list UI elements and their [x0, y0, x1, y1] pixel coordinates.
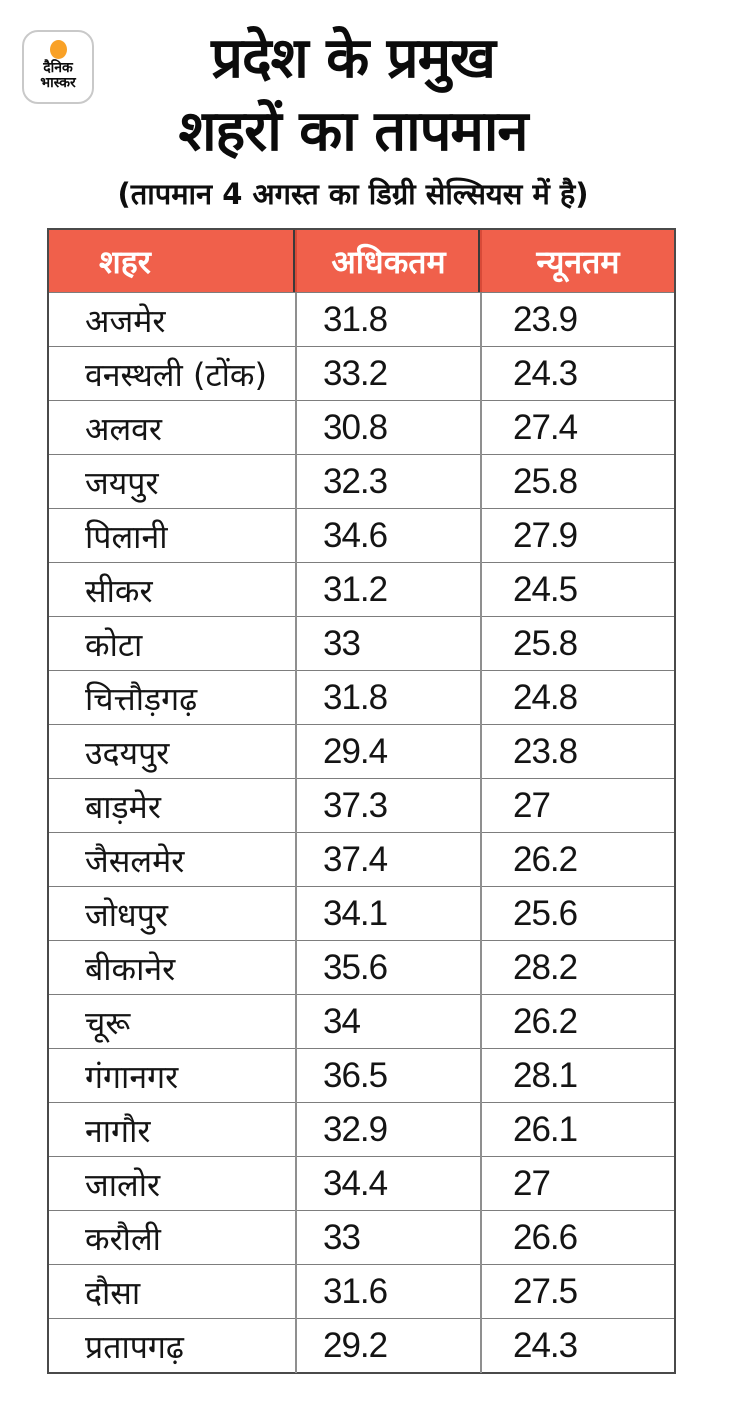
- table-row: गंगानगर 36.5 28.1: [49, 1048, 674, 1103]
- max-temp-cell: 31.8: [295, 671, 480, 725]
- city-name-cell: जालोर: [85, 1165, 161, 1204]
- max-temp-cell: 29.4: [295, 725, 480, 779]
- logo-text-line2: भास्कर: [40, 75, 76, 91]
- max-temp-cell: 30.8: [295, 401, 480, 455]
- table-row: बीकानेर 35.6 28.2: [49, 940, 674, 995]
- table-row: प्रतापगढ़ 29.2 24.3: [49, 1318, 674, 1373]
- max-temp-cell: 33.2: [295, 347, 480, 401]
- min-temp-cell: 28.2: [480, 941, 674, 995]
- sun-icon: [49, 40, 67, 59]
- table-row: जयपुर 32.3 25.8: [49, 454, 674, 509]
- table-row: नागौर 32.9 26.1: [49, 1102, 674, 1157]
- max-temp-cell: 29.2: [295, 1319, 480, 1373]
- city-name-cell: बीकानेर: [85, 949, 176, 988]
- min-temp-cell: 26.2: [480, 833, 674, 887]
- table-row: करौली 33 26.6: [49, 1210, 674, 1265]
- city-name-cell: जयपुर: [85, 463, 159, 502]
- table-row: अजमेर 31.8 23.9: [49, 292, 674, 347]
- max-temp-cell: 36.5: [295, 1049, 480, 1103]
- min-temp-cell: 28.1: [480, 1049, 674, 1103]
- max-temp-cell: 31.6: [295, 1265, 480, 1319]
- table-row: जालोर 34.4 27: [49, 1156, 674, 1211]
- city-name-cell: पिलानी: [85, 517, 168, 556]
- city-name-cell: जोधपुर: [85, 895, 168, 934]
- city-name-cell: नागौर: [85, 1111, 151, 1150]
- city-name-cell: प्रतापगढ़: [85, 1327, 184, 1366]
- min-temp-cell: 27: [480, 1157, 674, 1211]
- city-name-cell: चूरू: [85, 1003, 131, 1042]
- table-row: अलवर 30.8 27.4: [49, 400, 674, 455]
- min-temp-cell: 24.3: [480, 1319, 674, 1373]
- table-row: जैसलमेर 37.4 26.2: [49, 832, 674, 887]
- table-row: कोटा 33 25.8: [49, 616, 674, 671]
- column-header-min-temp: न्यूनतम: [480, 230, 674, 292]
- dainik-bhaskar-logo: दैनिक भास्कर: [22, 30, 94, 104]
- max-temp-cell: 34: [295, 995, 480, 1049]
- min-temp-cell: 26.2: [480, 995, 674, 1049]
- max-temp-cell: 34.6: [295, 509, 480, 563]
- max-temp-cell: 35.6: [295, 941, 480, 995]
- min-temp-cell: 26.1: [480, 1103, 674, 1157]
- min-temp-cell: 26.6: [480, 1211, 674, 1265]
- min-temp-cell: 25.8: [480, 617, 674, 671]
- max-temp-cell: 32.9: [295, 1103, 480, 1157]
- city-name-cell: बाड़मेर: [85, 787, 161, 826]
- table-row: चूरू 34 26.2: [49, 994, 674, 1049]
- min-temp-cell: 27: [480, 779, 674, 833]
- min-temp-cell: 24.3: [480, 347, 674, 401]
- min-temp-cell: 27.9: [480, 509, 674, 563]
- table-body: अजमेर 31.8 23.9 वनस्थली (टोंक) 33.2 24.3…: [49, 292, 674, 1373]
- temperature-table: शहर अधिकतम न्यूनतम अजमेर 31.8 23.9 वनस्थ…: [47, 228, 676, 1374]
- table-row: चित्तौड़गढ़ 31.8 24.8: [49, 670, 674, 725]
- city-name-cell: दौसा: [85, 1273, 141, 1312]
- city-name-cell: सीकर: [85, 571, 153, 610]
- city-name-cell: कोटा: [85, 625, 143, 664]
- page-title-line1: प्रदेश के प्रमुख: [211, 26, 496, 91]
- min-temp-cell: 27.4: [480, 401, 674, 455]
- max-temp-cell: 34.4: [295, 1157, 480, 1211]
- min-temp-cell: 27.5: [480, 1265, 674, 1319]
- min-temp-cell: 23.9: [480, 293, 674, 347]
- city-name-cell: उदयपुर: [85, 733, 170, 772]
- city-name-cell: चित्तौड़गढ़: [85, 679, 198, 718]
- page-title-line2: शहरों का तापमान: [178, 99, 528, 164]
- max-temp-cell: 33: [295, 617, 480, 671]
- table-row: वनस्थली (टोंक) 33.2 24.3: [49, 346, 674, 401]
- city-name-cell: जैसलमेर: [85, 841, 185, 880]
- table-row: उदयपुर 29.4 23.8: [49, 724, 674, 779]
- max-temp-cell: 37.3: [295, 779, 480, 833]
- logo-text-line1: दैनिक: [43, 60, 73, 76]
- max-temp-cell: 31.8: [295, 293, 480, 347]
- column-header-max-temp: अधिकतम: [295, 230, 480, 292]
- table-row: पिलानी 34.6 27.9: [49, 508, 674, 563]
- table-header-row: शहर अधिकतम न्यूनतम: [49, 230, 674, 292]
- max-temp-cell: 34.1: [295, 887, 480, 941]
- max-temp-cell: 31.2: [295, 563, 480, 617]
- city-name-cell: गंगानगर: [85, 1057, 179, 1096]
- table-row: सीकर 31.2 24.5: [49, 562, 674, 617]
- page-title: प्रदेश के प्रमुख शहरों का तापमान: [0, 22, 718, 168]
- table-row: बाड़मेर 37.3 27: [49, 778, 674, 833]
- table-row: दौसा 31.6 27.5: [49, 1264, 674, 1319]
- min-temp-cell: 23.8: [480, 725, 674, 779]
- min-temp-cell: 25.8: [480, 455, 674, 509]
- min-temp-cell: 24.5: [480, 563, 674, 617]
- column-header-city: शहर: [99, 242, 151, 281]
- max-temp-cell: 33: [295, 1211, 480, 1265]
- table-row: जोधपुर 34.1 25.6: [49, 886, 674, 941]
- city-name-cell: अजमेर: [85, 301, 166, 340]
- city-name-cell: वनस्थली (टोंक): [85, 355, 267, 394]
- min-temp-cell: 24.8: [480, 671, 674, 725]
- city-name-cell: करौली: [85, 1219, 161, 1258]
- city-name-cell: अलवर: [85, 409, 163, 448]
- max-temp-cell: 37.4: [295, 833, 480, 887]
- max-temp-cell: 32.3: [295, 455, 480, 509]
- page-subtitle: (तापमान 4 अगस्त का डिग्री सेल्सियस में ह…: [117, 177, 589, 211]
- min-temp-cell: 25.6: [480, 887, 674, 941]
